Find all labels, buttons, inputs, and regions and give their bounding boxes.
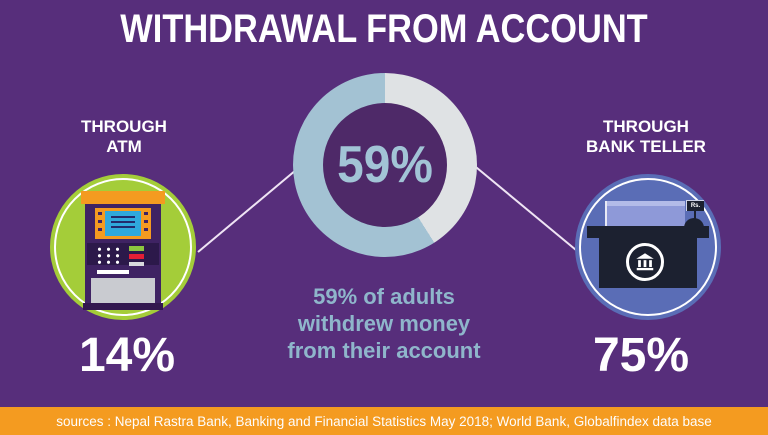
atm-label-line2: ATM <box>106 137 142 156</box>
teller-circle: Rs. <box>575 174 721 320</box>
atm-top-bar <box>81 191 165 204</box>
atm-section-label: THROUGH ATM <box>24 117 224 157</box>
teller-label-line1: THROUGH <box>603 117 689 136</box>
currency-sign: Rs. <box>686 200 704 211</box>
donut-hole: 59% <box>323 103 447 227</box>
teller-circle-ring <box>579 178 717 316</box>
donut-caption-line1: 59% of adults <box>313 284 455 309</box>
donut-caption: 59% of adults withdrew money from their … <box>234 283 534 364</box>
teller-counter-top <box>587 226 709 238</box>
donut-percent-value: 59% <box>337 136 433 194</box>
sources-banner: sources : Nepal Rastra Bank, Banking and… <box>0 407 768 435</box>
atm-green-button <box>129 246 144 251</box>
teller-glass-top-edge <box>607 201 685 206</box>
connector-line-left <box>197 169 297 253</box>
teller-section-label: THROUGH BANK TELLER <box>546 117 746 157</box>
atm-label-line1: THROUGH <box>81 117 167 136</box>
atm-circle-ring <box>54 178 192 316</box>
atm-card-slot <box>97 270 129 274</box>
desk-bell-icon <box>684 218 704 228</box>
atm-circle <box>50 174 196 320</box>
currency-sign-pole <box>694 211 696 220</box>
donut-ring: 59% <box>293 73 477 257</box>
sources-text: sources : Nepal Rastra Bank, Banking and… <box>56 413 712 429</box>
atm-frame-dots-right <box>144 212 148 235</box>
atm-keypad-keys <box>95 246 122 264</box>
teller-percent-value: 75% <box>592 329 690 382</box>
atm-red-button <box>129 254 144 259</box>
teller-label-line2: BANK TELLER <box>586 137 706 156</box>
donut-caption-line3: from their account <box>287 338 481 363</box>
atm-frame-dots-left <box>98 212 102 235</box>
atm-gray-button <box>129 262 144 266</box>
atm-screen-text-lines <box>111 216 135 231</box>
donut-caption-line2: withdrew money <box>297 311 471 336</box>
atm-machine-icon <box>81 191 165 311</box>
page-title: WITHDRAWAL FROM ACCOUNT <box>120 7 648 51</box>
bank-building-glyph <box>636 253 654 271</box>
bank-counter-icon: Rs. <box>575 174 721 320</box>
atm-base <box>83 303 163 310</box>
atm-percent-value: 14% <box>78 329 176 382</box>
connector-line-right <box>470 162 577 251</box>
bank-building-icon <box>626 243 664 281</box>
atm-dispenser-tray <box>91 278 155 303</box>
